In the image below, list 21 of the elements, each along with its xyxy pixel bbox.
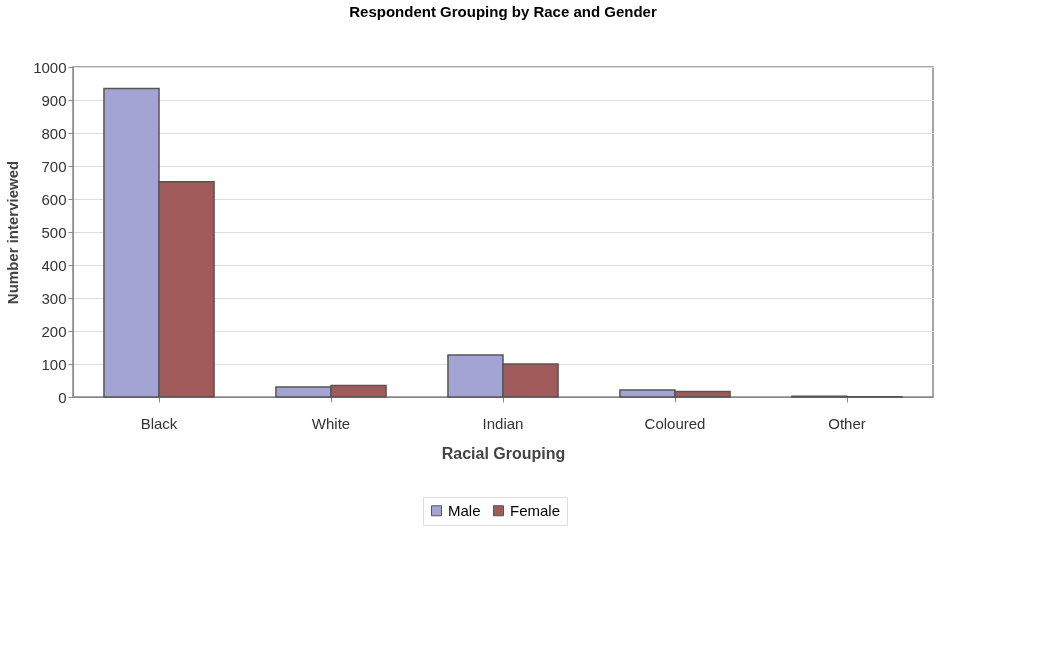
y-tick-label: 1000	[33, 58, 67, 76]
x-tick-label: Other	[828, 414, 866, 432]
y-tick-label: 600	[41, 190, 67, 208]
y-tick-label: 700	[41, 157, 67, 175]
legend-label: Male	[448, 501, 481, 519]
y-axis-title: Number interviewed	[4, 160, 22, 305]
y-tick-label: 300	[41, 289, 67, 307]
chart-title: Respondent Grouping by Race and Gender	[349, 3, 657, 20]
x-tick-label: Coloured	[644, 414, 706, 432]
legend-label: Female	[510, 501, 561, 519]
x-tick-label: Black	[140, 414, 178, 432]
x-tick-label: White	[311, 414, 351, 432]
y-tick-label: 200	[41, 322, 67, 340]
y-tick-label: 800	[41, 124, 67, 142]
x-axis-title: Racial Grouping	[441, 444, 566, 462]
y-tick-label: 500	[41, 223, 67, 241]
y-tick-label: 100	[41, 355, 67, 373]
y-tick-label: 0	[58, 388, 67, 406]
y-tick-label: 900	[41, 91, 67, 109]
x-tick-label: Indian	[482, 414, 524, 432]
y-tick-label: 400	[41, 256, 67, 274]
